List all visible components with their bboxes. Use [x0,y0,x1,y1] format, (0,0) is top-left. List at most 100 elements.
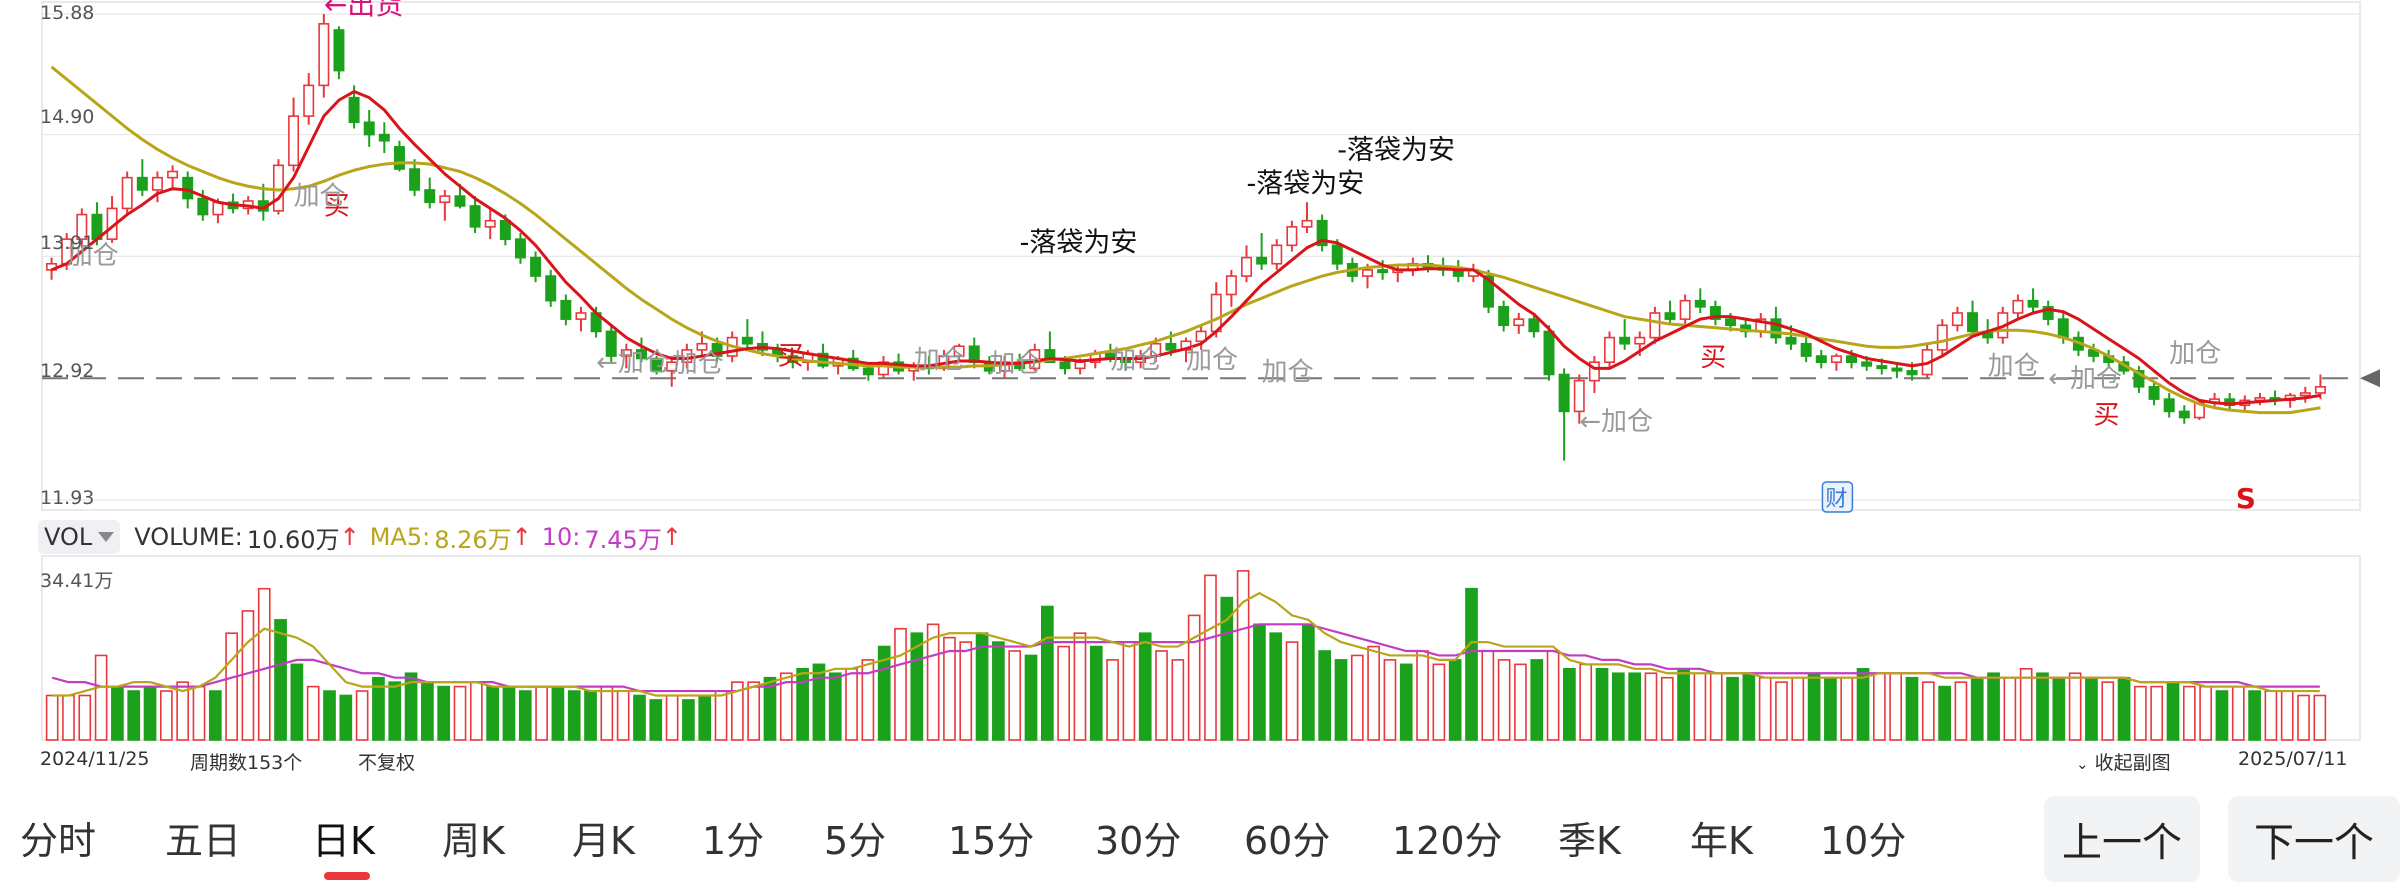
candle-up [1074,361,1086,370]
volume-bar-up [2313,694,2327,741]
candle-up [666,361,678,372]
candle-up [1604,336,1616,363]
tab-4[interactable]: 月K [572,819,635,863]
volume-bar-down [1856,667,1870,741]
volume-bar-up [2280,690,2294,741]
tab-5[interactable]: 1分 [702,819,765,863]
volume-bar-up [943,636,956,741]
tab-1[interactable]: 五日 [165,819,242,863]
signal-annotation: 加仓 [1110,345,1162,375]
volume-bar-up [176,681,190,741]
candle-up [1649,312,1661,339]
volume-bar-up [665,694,679,741]
adjustment-mode[interactable]: 不复权 [358,752,416,774]
tab-7[interactable]: 15分 [948,819,1035,863]
signal-annotation: -落袋为安 [1337,135,1455,166]
volume-bar-up [2003,676,2017,741]
volume-bar-up [78,694,92,741]
volume-bar-down [1611,672,1625,741]
volume-ma5-line [52,591,2320,697]
volume-bar-up [1758,676,1772,741]
tab-11[interactable]: 季K [1558,819,1621,863]
candle-down [1967,312,1979,333]
candle-down [605,330,617,357]
volume-header: VOL VOLUME : 10.60万 ↑ MA5 : 8.26万 ↑ 10 :… [38,518,682,556]
candle-down [651,357,663,372]
volume-bar-up [1840,676,1854,741]
collapse-subchart-button[interactable]: ⌄ 收起副图 [2076,748,2171,775]
candle-down [1558,373,1570,413]
volume-bar-up [2150,685,2164,741]
candle-down [1483,275,1495,308]
ma5-value: 8.26万 [434,525,512,554]
candle-up [1951,312,1963,327]
volume-bar-up [2297,694,2310,741]
volume-bar-up [894,627,907,741]
candle-down [817,352,829,367]
volume-bar-down [763,676,777,741]
candle-up [288,115,300,167]
volume-bar-up [1155,650,1168,741]
candle-down [1059,361,1071,370]
signal-annotation: ←加仓 [2048,364,2122,394]
volume-bar-up [1171,659,1185,741]
volume-bar-down [1302,623,1315,741]
tab-2[interactable]: 日K [312,819,375,863]
volume-bar-down [698,694,712,741]
volume-bar-down [1677,667,1690,741]
candle-up [2299,392,2311,397]
volume-bar-down [2166,681,2180,741]
volume-bar-down [1726,676,1739,741]
volume-bar-up [1073,632,1087,741]
volume-bar-down [1742,672,1756,741]
signal-annotation: 买 [778,342,804,372]
volume-bar-up [62,694,75,741]
tab-8[interactable]: 30分 [1095,819,1182,863]
candle-up [620,349,632,357]
volume-bar-down [372,676,385,741]
candle-up [681,349,693,363]
signal-annotation: -落袋为安 [1020,227,1138,258]
volume-bar-up [1416,650,1429,741]
indicator-select[interactable]: VOL [38,520,121,554]
tab-12[interactable]: 年K [1690,819,1753,863]
tab-9[interactable]: 60分 [1244,819,1331,863]
price-candlestick-chart[interactable]: ←出货-落袋为安-落袋为安-落袋为安买买买买买加仓加仓←加仓加仓加仓加仓加仓加仓… [0,0,2400,520]
previous-stock-button[interactable]: 上一个 [2044,796,2200,882]
tab-3[interactable]: 周K [442,819,505,863]
candle-up [2012,299,2024,314]
candle-down [1815,355,1827,363]
volume-label: VOLUME [134,523,235,551]
candle-down [1165,342,1177,351]
next-stock-button[interactable]: 下一个 [2228,796,2400,882]
candle-up [151,176,163,191]
volume-bar-up [731,681,744,741]
volume-bar-down [323,690,336,741]
candle-up [1301,219,1313,228]
volume-bar-down [567,690,581,741]
candle-down [1528,318,1540,333]
signal-annotation: 加仓 [1988,352,2040,382]
volume-bar-up [1122,641,1136,741]
tab-0[interactable]: 分时 [20,819,97,863]
volume-bar-down [1138,632,1152,741]
volume-bar-down [1318,650,1332,741]
volume-bar-down [143,685,157,741]
candle-down [1876,365,1888,370]
candle-down [545,275,557,302]
volume-bar-up [1497,659,1511,741]
candle-down [1256,256,1268,265]
tab-13[interactable]: 10分 [1820,819,1907,863]
candle-down [2042,306,2054,320]
candle-up [1362,269,1373,277]
volume-value: 10.60万 [246,525,340,554]
candle-down [1861,361,1873,367]
volume-bar-up [1008,650,1022,741]
volume-bar-up [1709,672,1723,741]
tab-6[interactable]: 5分 [824,819,887,863]
ma5-colon: : [422,523,431,551]
volume-bar-up [1889,672,1903,741]
signal-annotation: 买 [2094,401,2120,431]
candle-down [1377,269,1389,274]
tab-10[interactable]: 120分 [1392,819,1503,863]
